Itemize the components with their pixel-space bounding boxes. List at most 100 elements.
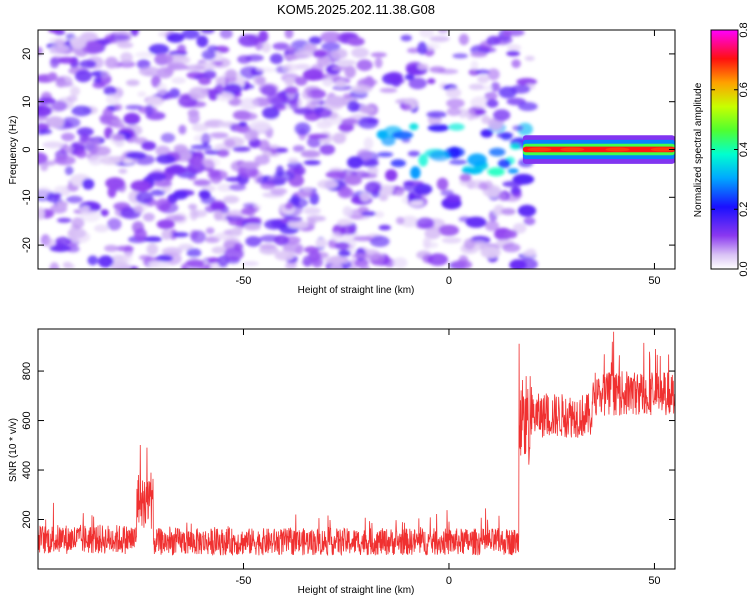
tonal-band-layer <box>522 146 675 153</box>
spectrogram-cell <box>100 70 110 78</box>
spectrogram-cell <box>117 42 134 49</box>
spectrogram-cell <box>147 243 157 255</box>
spectrogram-cell <box>125 79 140 87</box>
spectrogram-cell <box>356 59 373 71</box>
spectrogram-cell <box>315 238 328 248</box>
spectrogram-cell <box>512 223 527 234</box>
spectrogram-cell <box>438 224 460 236</box>
spectrogram-cell <box>510 143 521 150</box>
spectrogram-cell <box>427 124 450 132</box>
spectrogram-cell <box>497 192 508 202</box>
spectrogram-cell <box>338 249 351 257</box>
spectrogram-cell <box>193 134 215 143</box>
spectrogram-cell <box>141 141 157 151</box>
spectrogram-cell <box>211 246 227 254</box>
spectrogram-cell <box>370 52 387 58</box>
spectrogram-cell <box>459 173 472 182</box>
spectrogram-cell <box>107 218 122 231</box>
spectrogram-cell <box>301 90 312 100</box>
spectrogram-cell <box>49 57 60 69</box>
spectrogram-cell <box>385 71 404 83</box>
spectrogram-cell <box>130 180 152 192</box>
spectrogram-cell <box>156 154 176 164</box>
spectrogram-cell <box>196 35 209 48</box>
spectrogram-cell <box>201 49 216 60</box>
x-tick-label: -50 <box>236 575 252 587</box>
spectrogram-cell <box>470 51 488 58</box>
y-tick-label: 10 <box>21 96 33 108</box>
spectrogram-cell <box>205 227 215 235</box>
spectrogram-cell <box>81 41 103 55</box>
spectrogram-cell <box>156 219 175 230</box>
spectrogram-cell <box>401 103 412 111</box>
spectrogram-cell <box>260 181 276 190</box>
spectrogram-cell <box>267 92 287 105</box>
spectrogram-cell <box>426 111 447 119</box>
spectrogram-cell <box>522 250 537 258</box>
spectrogram-cell <box>130 30 139 37</box>
spectrogram-cell <box>327 95 347 107</box>
spectrogram-cell <box>55 75 73 87</box>
spectrogram-cell <box>507 168 519 174</box>
spectrogram-cell <box>512 192 523 198</box>
spectrogram-cell <box>123 252 133 263</box>
spectrogram-cell <box>335 241 350 250</box>
spectrogram-cell <box>501 208 516 216</box>
spectrogram-cell <box>38 46 43 56</box>
spectrogram-cell <box>79 133 89 143</box>
spectrogram-cell <box>244 223 261 231</box>
spectrogram-cell <box>303 160 321 166</box>
spectrogram-cell <box>374 57 383 69</box>
spectrogram-cell <box>306 98 320 107</box>
spectrogram-cell <box>294 122 311 136</box>
spectrogram-cell <box>176 44 187 54</box>
spectrogram-cell <box>523 217 536 226</box>
spectrogram-cell <box>410 166 421 180</box>
spectrogram-cell <box>80 210 101 223</box>
spectrogram-cell <box>487 167 505 177</box>
spectrogram-cell <box>465 216 487 228</box>
spectrogram-cell <box>287 220 309 229</box>
spectrogram-cell <box>409 200 424 207</box>
spectrogram-cell <box>347 37 365 47</box>
spectrogram-cell <box>184 64 206 71</box>
spectrogram-cell <box>38 97 56 105</box>
spectrogram-cell <box>69 36 87 50</box>
spectrogram-cell <box>294 49 313 59</box>
spectrogram-cell <box>217 255 229 268</box>
spectrogram-cell <box>241 207 254 216</box>
spectrogram-cell <box>224 139 236 148</box>
spectrogram-cell <box>93 77 102 84</box>
spectrogram-cell <box>332 85 353 91</box>
colorbar-tick-label: 0.0 <box>738 261 750 276</box>
spectrogram-cell <box>400 34 412 42</box>
spectrogram-cell <box>484 220 500 232</box>
spectrogram-cell <box>274 250 295 261</box>
spectrogram-cell <box>103 86 117 96</box>
spectrogram-cell <box>227 210 244 219</box>
spectrogram-cell <box>55 241 64 251</box>
snr-frame <box>37 328 676 570</box>
spectrogram-cell <box>110 118 124 126</box>
spectrogram-cell <box>154 53 174 65</box>
tonal-band-peak <box>527 147 552 152</box>
spectrogram-cell <box>186 248 202 258</box>
spectrogram-cell <box>113 103 123 111</box>
spectrogram-cell <box>340 185 351 196</box>
spectrogram-cell <box>245 236 262 247</box>
spectrogram-cell <box>427 253 449 266</box>
spectrogram-cell <box>385 169 398 182</box>
y-tick-label: 800 <box>21 362 33 380</box>
spectrogram-cell <box>506 44 522 52</box>
spectrogram-cell <box>145 104 154 116</box>
spectrogram-cell <box>148 43 170 55</box>
colorbar-label: Normalized spectral amplitude <box>693 82 704 217</box>
x-tick-label: 50 <box>648 275 660 287</box>
spectrogram-cell <box>370 191 381 198</box>
spectrogram-cell <box>96 38 113 45</box>
spectrogram-cell <box>106 93 121 105</box>
spectrogram-cell <box>493 109 511 121</box>
spectrogram-cell <box>187 109 200 118</box>
spectrogram-cell <box>178 124 187 135</box>
spectrogram-cell <box>255 76 266 85</box>
